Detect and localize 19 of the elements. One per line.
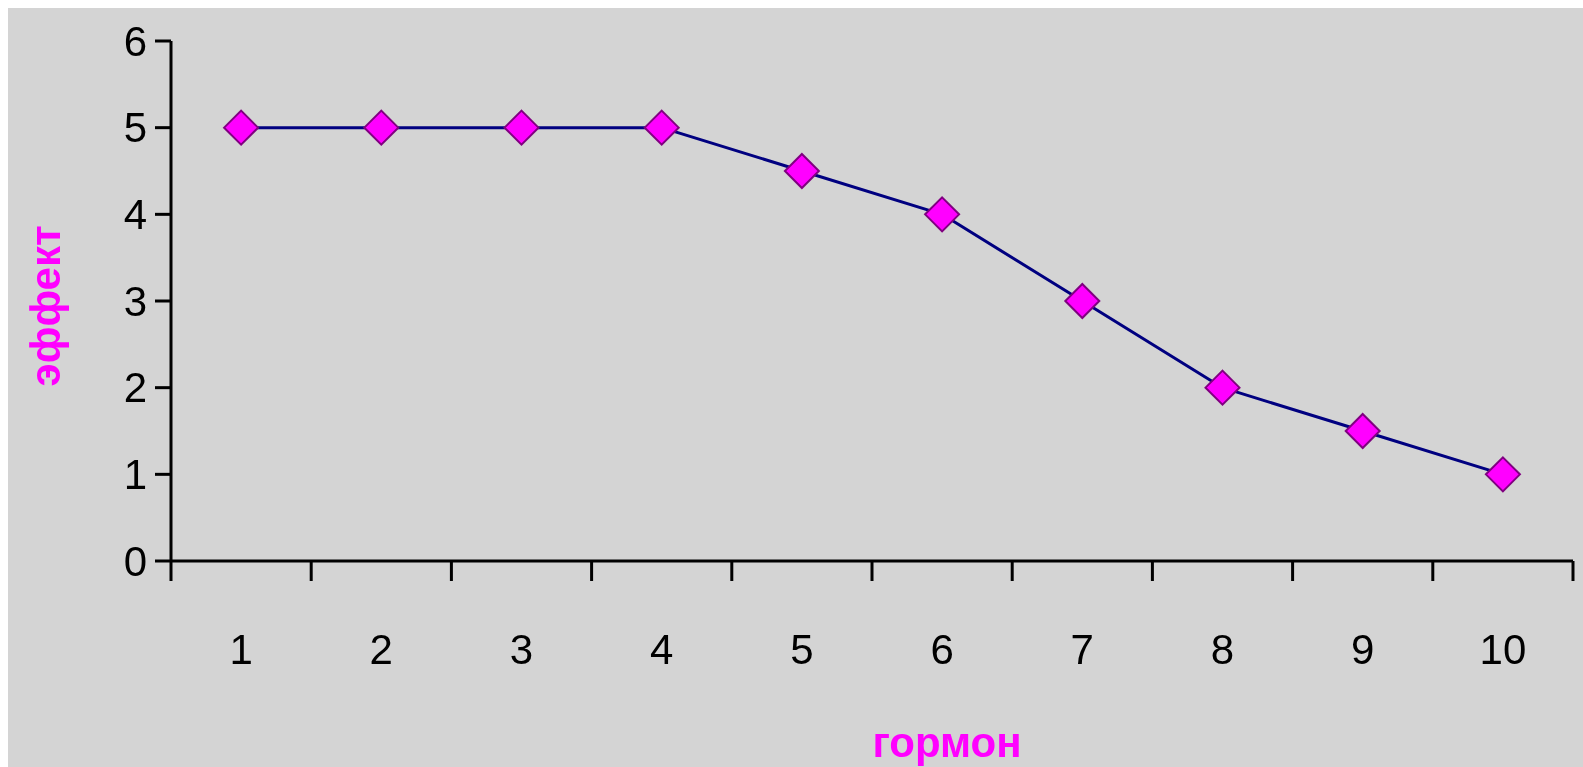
y-tick-label: 0	[123, 537, 147, 585]
y-tick-label: 1	[123, 451, 147, 499]
x-tick-label: 6	[930, 626, 954, 673]
x-tick-label: 1	[229, 626, 253, 673]
y-tick-label: 3	[123, 277, 147, 325]
y-axis-title: эффект	[22, 225, 69, 387]
y-tick-label: 5	[123, 104, 147, 152]
y-tick-label: 4	[123, 191, 147, 239]
x-tick-label: 9	[1351, 626, 1375, 673]
x-tick-label: 10	[1479, 626, 1527, 673]
x-tick-label: 2	[369, 626, 393, 673]
y-tick-label: 6	[123, 17, 147, 65]
x-tick-label: 3	[509, 626, 534, 673]
x-tick-label: 5	[790, 626, 814, 673]
x-tick-label: 4	[650, 626, 674, 673]
y-tick-label: 2	[123, 364, 147, 412]
x-axis-title: гормон	[872, 719, 1022, 766]
x-tick-label: 7	[1070, 626, 1094, 673]
x-tick-label: 8	[1210, 626, 1235, 673]
